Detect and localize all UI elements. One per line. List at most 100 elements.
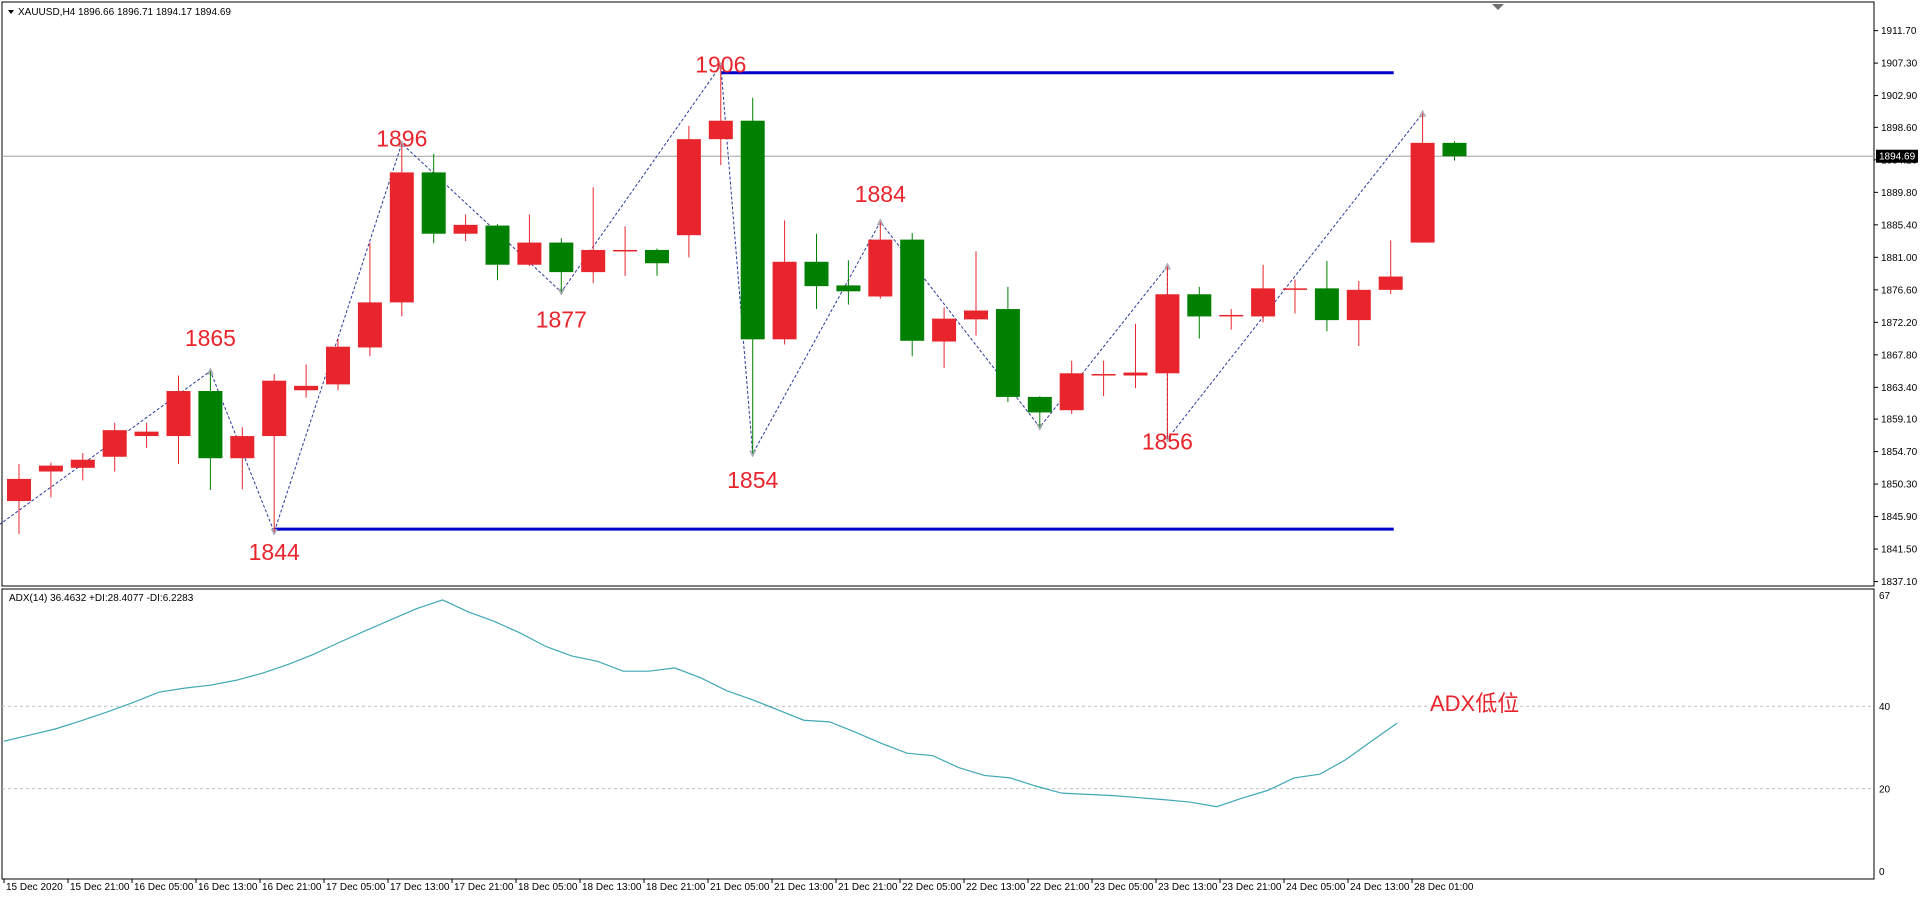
price-scale-label: 1845.90 (1881, 512, 1918, 523)
candle-body (676, 139, 701, 236)
candle-body (70, 459, 95, 468)
candle[interactable] (198, 371, 223, 490)
candle-body (772, 261, 797, 340)
candle[interactable] (389, 143, 414, 317)
candle[interactable] (517, 214, 542, 267)
candle[interactable] (1346, 280, 1371, 346)
time-axis-label: 18 Dec 21:00 (646, 882, 706, 893)
candle-body (198, 391, 223, 459)
candle[interactable] (1219, 309, 1244, 330)
candle-body (995, 309, 1020, 397)
candle[interactable] (294, 364, 319, 398)
price-scale-label: 1876.60 (1881, 285, 1918, 296)
candle-body (836, 285, 861, 292)
candle[interactable] (453, 214, 478, 242)
time-axis-label: 17 Dec 05:00 (326, 882, 386, 893)
candle[interactable] (1123, 323, 1148, 389)
time-axis-label: 17 Dec 21:00 (454, 882, 514, 893)
candle[interactable] (421, 153, 446, 244)
candles-layer[interactable] (7, 65, 1467, 535)
candle[interactable] (70, 453, 95, 481)
candle[interactable] (836, 260, 861, 305)
time-axis-label: 17 Dec 13:00 (390, 882, 450, 893)
time-axis-label: 18 Dec 13:00 (582, 882, 642, 893)
candle[interactable] (708, 65, 733, 166)
candle[interactable] (804, 233, 829, 310)
swing-price-label: 1884 (855, 181, 906, 207)
price-panel[interactable] (1, 1, 1875, 587)
candle-body (1155, 294, 1180, 374)
candle[interactable] (1283, 279, 1307, 314)
candle[interactable] (740, 97, 765, 454)
candle[interactable] (868, 221, 893, 299)
adx-indicator-layer: 67 40 20 0 (2, 591, 1891, 878)
candle[interactable] (38, 462, 63, 498)
candle[interactable] (1091, 360, 1116, 397)
adx-scale-label: 20 (1879, 785, 1891, 796)
candle[interactable] (166, 375, 191, 465)
candle[interactable] (102, 422, 127, 472)
candle[interactable] (1410, 113, 1435, 243)
candle[interactable] (1442, 141, 1467, 161)
candle[interactable] (932, 307, 957, 369)
swing-price-label: 1906 (695, 52, 746, 78)
swing-price-label: 1844 (249, 539, 300, 565)
adx-scale-label: 67 (1879, 591, 1891, 602)
adx-scale-label: 40 (1879, 702, 1891, 713)
candle[interactable] (549, 238, 574, 293)
price-scale-label: 1841.50 (1881, 545, 1918, 556)
candle[interactable] (900, 232, 925, 357)
time-axis-label: 21 Dec 21:00 (838, 882, 898, 893)
time-axis-label: 16 Dec 21:00 (262, 882, 322, 893)
candle-body (964, 310, 988, 320)
candle[interactable] (1314, 261, 1339, 332)
time-axis-label: 16 Dec 05:00 (134, 882, 194, 893)
candle-body (1251, 288, 1276, 317)
candle[interactable] (613, 226, 638, 276)
swing-price-label: 1865 (185, 325, 236, 351)
candle[interactable] (262, 374, 287, 533)
candle[interactable] (1251, 264, 1276, 323)
candle[interactable] (1059, 360, 1084, 414)
candle[interactable] (1378, 240, 1403, 295)
candle[interactable] (7, 464, 31, 535)
candle-body (868, 239, 893, 297)
candle[interactable] (1187, 286, 1212, 339)
candle[interactable] (995, 286, 1020, 403)
candle-body (453, 224, 478, 234)
candle[interactable] (964, 251, 988, 336)
price-scale-label: 1863.40 (1881, 383, 1918, 394)
adx-panel[interactable] (1, 588, 1875, 880)
candle[interactable] (645, 248, 669, 276)
candle[interactable] (357, 242, 382, 357)
candle[interactable] (676, 125, 701, 258)
candle-body (1123, 372, 1148, 376)
chart-shift-marker-icon[interactable] (1492, 4, 1504, 10)
swing-price-label: 1896 (376, 126, 427, 152)
candle-body (1027, 396, 1052, 413)
candle[interactable] (772, 220, 797, 345)
candle[interactable] (1155, 266, 1180, 440)
candle[interactable] (485, 224, 510, 281)
candle[interactable] (581, 187, 606, 284)
swing-price-label: 1854 (727, 467, 778, 493)
price-scale-label: 1889.80 (1881, 188, 1918, 199)
swing-price-labels: 1865 1896 1877 1906 1884 1854 1844 1856 (185, 52, 1193, 565)
candle-body (1378, 276, 1403, 290)
candle-body (804, 261, 829, 287)
adx-scale-label: 0 (1879, 867, 1885, 878)
candle[interactable] (134, 422, 159, 448)
time-axis-label: 23 Dec 13:00 (1158, 882, 1218, 893)
candle[interactable] (230, 427, 255, 490)
collapse-triangle-icon[interactable] (8, 10, 14, 14)
price-scale-label: 1859.10 (1881, 415, 1918, 426)
candle[interactable] (1027, 396, 1052, 428)
candle-body (900, 239, 925, 341)
candle-body (1219, 314, 1244, 317)
time-axis-label: 16 Dec 13:00 (198, 882, 258, 893)
price-scale-label: 1881.00 (1881, 253, 1918, 264)
candle-body (38, 465, 63, 472)
candle[interactable] (326, 338, 350, 391)
current-price-label: 1894.69 (1879, 152, 1916, 163)
